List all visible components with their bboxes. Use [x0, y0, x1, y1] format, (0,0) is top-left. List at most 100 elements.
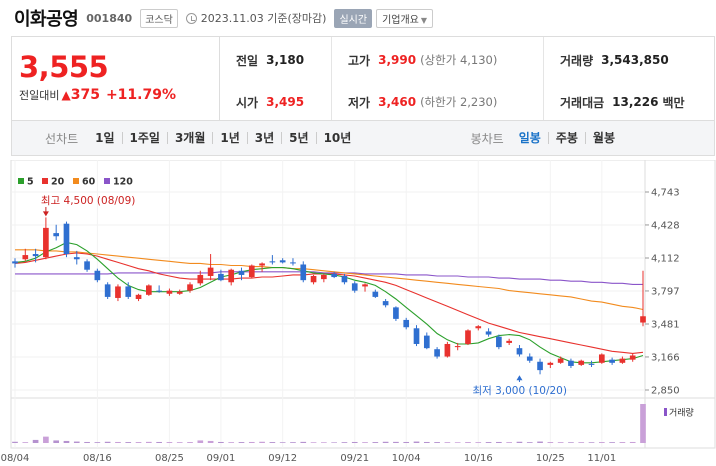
period-10y[interactable]: 10년 — [315, 132, 359, 144]
change-percent: +11.79% — [105, 87, 176, 103]
candle-body — [516, 348, 523, 355]
price-stats-grid: 전일 3,180 고가 3,990 (상한가 4,130) 거래량 3,543,850 … — [220, 37, 714, 121]
ma60-line — [15, 249, 644, 311]
stock-code: 001840 — [86, 11, 133, 25]
candle-body — [506, 340, 512, 343]
market-badge: 코스닥 — [140, 8, 178, 28]
volume-bar — [568, 442, 574, 443]
y-tick-label: 3,797 — [651, 286, 680, 297]
chart-toolbar: 선차트 1일 1주일 3개월 1년 3년 5년 10년 봉차트 일봉 주봉 월봉 — [11, 120, 715, 156]
candle-body — [12, 261, 18, 264]
upper-limit: (상한가 4,130) — [420, 53, 498, 67]
x-tick-label: 08/25 — [155, 453, 184, 464]
candle-body — [331, 273, 337, 278]
stat-value: 3,543,850 — [601, 53, 669, 67]
price-summary: 3,555 전일대비 ▲ 375 +11.79% 전일 3,180 고가 3,990… — [11, 36, 715, 121]
candle-body — [104, 284, 111, 297]
volume-bar — [104, 441, 111, 443]
candle-weekly[interactable]: 주봉 — [547, 132, 585, 144]
legend-label-5: 5 — [27, 177, 34, 188]
volume-plot-frame — [10, 397, 716, 449]
current-price: 3,555 — [19, 50, 109, 84]
period-1d[interactable]: 1일 — [95, 131, 115, 145]
period-3m[interactable]: 3개월 — [166, 132, 212, 144]
volume-bar — [22, 442, 29, 443]
volume-bar — [73, 441, 80, 443]
volume-bar — [578, 442, 585, 443]
candlestick-chart[interactable]: 5 20 60 120 4,743 4,428 4,112 3,797 3,481 3,166 2,… — [0, 160, 716, 466]
company-info-label: 기업개요 — [382, 14, 419, 26]
candle-body — [146, 285, 152, 295]
candle-body — [310, 275, 317, 283]
volume-bar — [485, 442, 492, 443]
candle-body — [588, 363, 595, 365]
candle-body — [73, 257, 80, 260]
candle-body — [63, 223, 70, 255]
x-tick-label: 08/04 — [1, 453, 30, 464]
volume-legend-swatch — [664, 408, 667, 416]
volume-bar — [475, 442, 482, 443]
period-3y[interactable]: 3년 — [246, 132, 281, 144]
candle-chart-label[interactable]: 봉차트 — [470, 131, 504, 146]
stat-high: 고가 3,990 (상한가 4,130) — [332, 37, 544, 83]
period-1w[interactable]: 1주일 — [121, 132, 167, 144]
legend-swatch-5 — [18, 178, 24, 184]
x-tick-label: 10/16 — [464, 453, 493, 464]
stat-label: 거래대금 — [560, 95, 605, 110]
company-info-dropdown[interactable]: 기업개요 ▼ — [376, 8, 434, 28]
volume-bar — [403, 441, 410, 443]
volume-bar — [434, 442, 440, 443]
line-chart-label[interactable]: 선차트 — [45, 131, 79, 146]
candle-daily[interactable]: 일봉 — [518, 131, 541, 145]
stat-label: 전일 — [236, 53, 259, 68]
volume-bar — [640, 404, 646, 443]
candle-body — [382, 301, 389, 306]
volume-bar — [382, 441, 389, 443]
max-arrow-head — [42, 211, 49, 217]
x-tick-label: 09/01 — [206, 453, 235, 464]
candle-body — [537, 361, 543, 371]
period-1y[interactable]: 1년 — [212, 132, 246, 144]
candle-body — [640, 316, 646, 323]
period-5y[interactable]: 5년 — [281, 132, 315, 144]
candle-body — [94, 270, 101, 281]
candle-body — [238, 270, 245, 275]
volume-bar — [331, 442, 337, 443]
volume-bar — [321, 442, 327, 443]
volume-bar — [547, 442, 554, 443]
y-tick-label: 4,743 — [651, 188, 680, 199]
candle-body — [454, 346, 461, 348]
volume-bar — [94, 442, 101, 443]
price-change: 전일대비 ▲ 375 +11.79% — [19, 87, 219, 103]
stat-value: 3,460 — [378, 95, 417, 109]
candle-body — [351, 283, 358, 291]
x-tick-label: 10/25 — [536, 453, 565, 464]
candle-body — [166, 290, 173, 294]
legend-label-60: 60 — [82, 177, 96, 188]
stat-value: 13,226 — [612, 95, 659, 109]
candle-body — [434, 349, 440, 357]
y-tick-label: 4,112 — [651, 254, 680, 265]
volume-bar — [588, 442, 595, 443]
candle-body — [321, 274, 327, 280]
max-price-annotation: 최고 4,500 (08/09) — [41, 195, 136, 207]
amount-unit: 백만 — [662, 95, 685, 110]
realtime-button[interactable]: 실시간 — [334, 8, 373, 28]
candle-monthly[interactable]: 월봉 — [584, 132, 622, 144]
volume-bar — [629, 441, 636, 443]
volume-bar — [238, 442, 245, 443]
min-arrow-head — [516, 375, 523, 381]
volume-bar — [228, 442, 235, 443]
candle-body — [372, 291, 379, 297]
volume-bar — [351, 441, 358, 443]
volume-bar — [372, 442, 379, 443]
candle-body — [197, 274, 204, 284]
volume-bar — [259, 441, 265, 443]
volume-bar — [187, 442, 193, 443]
candle-body — [341, 275, 348, 283]
legend-label-20: 20 — [51, 177, 65, 188]
volume-bar — [496, 441, 502, 443]
candle-body — [465, 330, 471, 344]
volume-bar — [454, 442, 461, 443]
volume-bar — [465, 442, 471, 443]
